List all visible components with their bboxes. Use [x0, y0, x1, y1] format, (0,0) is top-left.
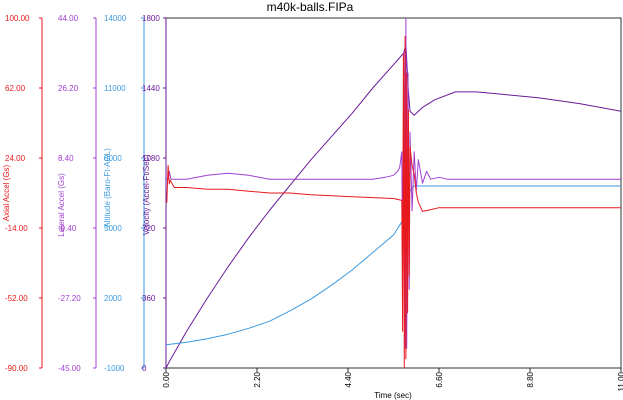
- y-tick-label-lateral: -27.20: [58, 294, 81, 303]
- y-tick-label-lateral: -9.40: [58, 224, 77, 233]
- y-tick-label-axial: -52.00: [5, 294, 28, 303]
- y-axis-velocity: 1800 1440 1080 720 360 0 Velocity (Accel-Ft/Se…: [142, 14, 167, 373]
- y-tick-label-altitude: 5000: [104, 224, 122, 233]
- y-tick-label-velocity: 360: [142, 294, 156, 303]
- y-axis-title-lateral: Lateral Accel (Gs): [57, 173, 66, 237]
- y-tick-label-altitude: 14000: [104, 14, 127, 23]
- y-tick-label-altitude: 8000: [104, 154, 122, 163]
- y-tick-label-axial: -90.00: [5, 364, 28, 373]
- y-axis-lateral: 44.00 26.20 8.40 -9.40 -27.20 -45.00 Lateral A…: [57, 14, 97, 373]
- y-tick-label-lateral: -45.00: [58, 364, 81, 373]
- y-tick-label-altitude: -1000: [104, 364, 125, 373]
- y-axis-altitude: 14000 11000 8000 5000 2000 -1000 Altitude (Bar…: [103, 14, 145, 373]
- y-tick-label-velocity: 1080: [142, 154, 160, 163]
- series-line-velocity: [166, 42, 621, 368]
- series-line-altitude: [166, 185, 621, 346]
- y-tick-label-axial: 24.00: [5, 154, 26, 163]
- y-tick-label-axial: -14.00: [5, 224, 28, 233]
- chart-title: m40k-balls.FIPa: [267, 0, 354, 14]
- y-tick-label-altitude: 11000: [104, 84, 126, 93]
- x-tick-label: 11.00: [617, 371, 623, 391]
- y-tick-label-axial: 100.00: [5, 14, 30, 23]
- y-tick-label-lateral: 26.20: [58, 84, 79, 93]
- y-tick-label-lateral: 44.00: [58, 14, 79, 23]
- y-tick-label-velocity: 0: [142, 364, 147, 373]
- y-axis-title-velocity: Velocity (Accel-Ft/Sec): [142, 154, 151, 235]
- x-tick-label: 0.00: [162, 371, 171, 387]
- x-axis-title: Time (sec): [374, 391, 412, 400]
- x-tick-label: 2.20: [253, 371, 262, 387]
- y-axis-title-axial: Axial Accel (Gs): [2, 164, 11, 221]
- x-tick-label: 8.80: [526, 371, 535, 387]
- y-tick-label-velocity: 1800: [142, 14, 160, 23]
- y-tick-label-lateral: 8.40: [58, 154, 74, 163]
- x-tick-label: 6.60: [435, 371, 444, 387]
- y-tick-label-axial: 62.00: [5, 84, 26, 93]
- y-axis-axial: 100.00 62.00 24.00 -14.00 -52.00 -90.00 Axial …: [2, 14, 43, 373]
- y-tick-label-altitude: 2000: [104, 294, 122, 303]
- series-line-axial: [166, 35, 621, 368]
- x-tick-label: 4.40: [344, 371, 353, 387]
- y-tick-label-velocity: 1440: [142, 84, 160, 93]
- y-axis-title-altitude: Altitude (Baro-Ft-AGL): [103, 148, 112, 228]
- y-tick-label-velocity: 720: [142, 224, 156, 233]
